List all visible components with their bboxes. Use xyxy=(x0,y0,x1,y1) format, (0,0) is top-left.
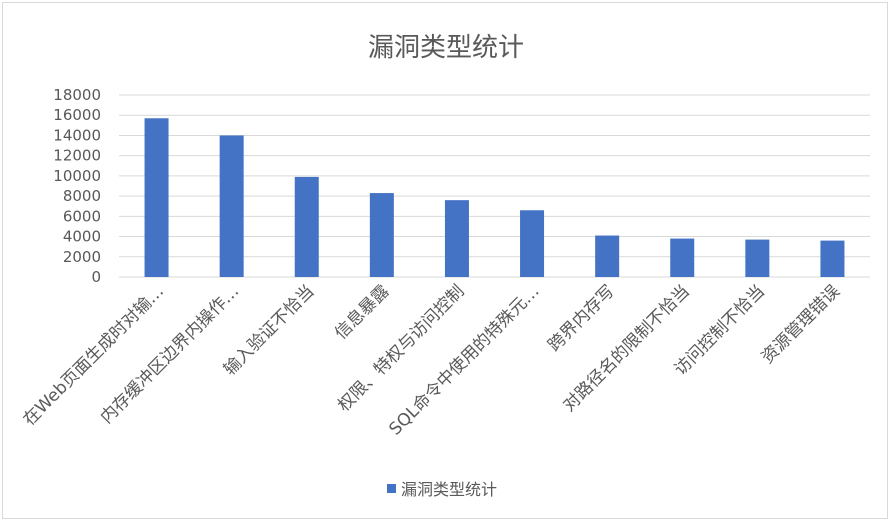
y-tick-label: 10000 xyxy=(53,167,101,185)
y-tick-label: 14000 xyxy=(53,126,101,144)
bar xyxy=(745,239,770,277)
y-tick-label: 18000 xyxy=(53,86,101,104)
x-category-label: 内存缓冲区边界内操作… xyxy=(97,281,243,427)
bar xyxy=(820,240,845,277)
y-tick-label: 0 xyxy=(91,268,101,286)
x-category-label: 权限、特权与访问控制 xyxy=(334,281,468,415)
x-category-label: SQL命令中使用的特殊元… xyxy=(385,281,544,440)
bars xyxy=(144,118,845,277)
y-tick-label: 8000 xyxy=(63,187,101,205)
y-tick-label: 2000 xyxy=(63,248,101,266)
y-tick-label: 4000 xyxy=(63,228,101,246)
y-axis-ticks: 0 2000 4000 6000 8000 10000 12000 14000 16000 180… xyxy=(53,86,101,286)
bar xyxy=(595,235,620,277)
chart-title: 漏洞类型统计 xyxy=(368,33,524,63)
bar xyxy=(144,118,169,277)
y-tick-label: 12000 xyxy=(53,147,101,165)
bar xyxy=(670,238,695,277)
x-category-label: 资源管理错误 xyxy=(758,281,844,367)
legend-label: 漏洞类型统计 xyxy=(401,480,497,499)
x-axis-labels: 在Web页面生成时对输…内存缓冲区边界内操作…输入验证不恰当 信息暴露权限、特权与… xyxy=(20,281,844,440)
y-tick-label: 6000 xyxy=(63,207,101,225)
x-category-label: 信息暴露 xyxy=(331,281,393,343)
bar xyxy=(369,193,394,277)
bar xyxy=(444,200,469,277)
legend-swatch xyxy=(387,484,396,493)
legend: 漏洞类型统计 xyxy=(387,480,497,499)
bar xyxy=(520,210,545,277)
bar xyxy=(294,176,319,277)
bar xyxy=(219,135,244,277)
x-category-label: 对路径名的限制不恰当 xyxy=(559,281,693,415)
y-tick-label: 16000 xyxy=(53,106,101,124)
x-category-label: 在Web页面生成时对输… xyxy=(20,281,169,430)
gridlines xyxy=(119,94,870,278)
x-category-label: 跨界内存写 xyxy=(544,281,618,355)
